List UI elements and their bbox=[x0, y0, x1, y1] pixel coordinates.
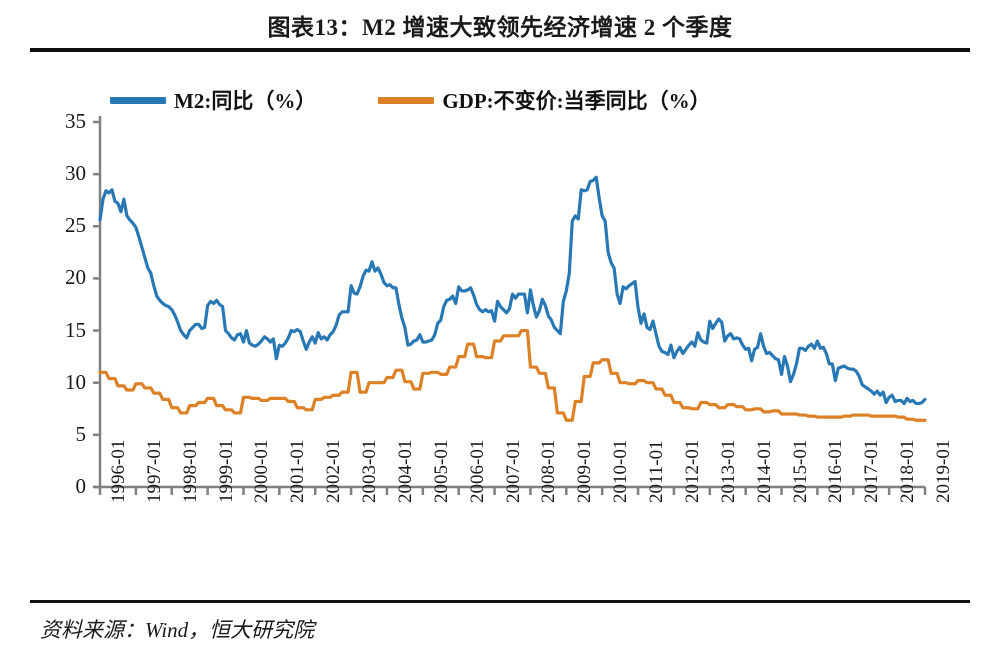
chart-canvas bbox=[93, 116, 927, 495]
y-axis-tick-label: 30 bbox=[65, 161, 86, 186]
series-group bbox=[98, 175, 927, 422]
x-axis-tick-label: 1996-01 bbox=[108, 439, 129, 503]
legend-item-m2: M2:同比（%） bbox=[110, 85, 316, 115]
x-axis-tick-label: 2019-01 bbox=[933, 439, 954, 503]
title-bar: 图表13：M2 增速大致领先经济增速 2 个季度 bbox=[0, 8, 1000, 42]
x-axis-tick-label: 2000-01 bbox=[251, 439, 273, 503]
y-axis-tick-label: 20 bbox=[65, 265, 86, 290]
page-title: 图表13：M2 增速大致领先经济增速 2 个季度 bbox=[267, 15, 733, 40]
line-swatch-icon bbox=[378, 96, 435, 104]
x-axis-tick-label: 2018-01 bbox=[897, 439, 919, 503]
y-axis-tick-label: 15 bbox=[65, 317, 86, 342]
x-axis-tick-label: 2017-01 bbox=[861, 439, 883, 503]
footer-divider bbox=[30, 600, 970, 603]
legend-label-gdp: GDP:不变价:当季同比（%） bbox=[442, 89, 711, 113]
y-axis-tick-label: 35 bbox=[65, 109, 86, 133]
x-axis-tick-label: 2014-01 bbox=[753, 439, 775, 503]
y-axis-tick-label: 10 bbox=[65, 369, 86, 394]
x-axis-tick-label: 2015-01 bbox=[789, 439, 811, 503]
x-axis-tick-label: 2011-01 bbox=[646, 440, 668, 503]
title-divider bbox=[30, 48, 970, 52]
plot-area: 0 5 10 15 20 25 30 35 1996-01 1997-01 1998-01 1999… bbox=[65, 109, 954, 503]
x-axis-tick-label: 2003-01 bbox=[359, 439, 381, 503]
x-axis-tick-label: 2004-01 bbox=[394, 439, 416, 503]
legend-item-gdp: GDP:不变价:当季同比（%） bbox=[378, 85, 711, 115]
x-axis-tick-label: 2009-01 bbox=[574, 439, 596, 503]
series-line-m2 bbox=[98, 175, 927, 406]
x-axis-tick-label: 2008-01 bbox=[538, 439, 560, 503]
x-axis-tick-label: 2001-01 bbox=[287, 439, 309, 503]
source-note: 资料来源：Wind，恒大研究院 bbox=[40, 618, 315, 642]
legend-label-m2: M2:同比（%） bbox=[174, 89, 317, 113]
x-axis-tick-label: 2006-01 bbox=[466, 439, 488, 503]
y-axis-tick-label: 0 bbox=[75, 474, 87, 498]
line-swatch-icon bbox=[110, 96, 166, 104]
series-line-gdp bbox=[98, 328, 927, 422]
y-axis-tick-label: 25 bbox=[65, 213, 86, 238]
x-axis-tick-label: 2012-01 bbox=[681, 439, 703, 503]
axis-group bbox=[93, 116, 927, 495]
x-axis-tick-label: 2007-01 bbox=[502, 439, 524, 503]
x-axis-tick-label: 2005-01 bbox=[430, 439, 452, 503]
x-axis-tick-label: 1999-01 bbox=[215, 439, 237, 503]
x-axis-tick-label: 2002-01 bbox=[323, 439, 345, 503]
y-axis-tick-label: 5 bbox=[75, 421, 87, 446]
x-axis-tick-label: 1998-01 bbox=[179, 439, 201, 503]
x-axis-tick-label: 1997-01 bbox=[143, 439, 165, 503]
chart-legend: M2:同比（%） GDP:不变价:当季同比（%） bbox=[110, 84, 930, 116]
x-axis-tick-label: 2010-01 bbox=[610, 439, 632, 503]
x-axis-tick-label: 2016-01 bbox=[825, 439, 847, 503]
x-axis-tick-label: 2013-01 bbox=[717, 439, 739, 503]
